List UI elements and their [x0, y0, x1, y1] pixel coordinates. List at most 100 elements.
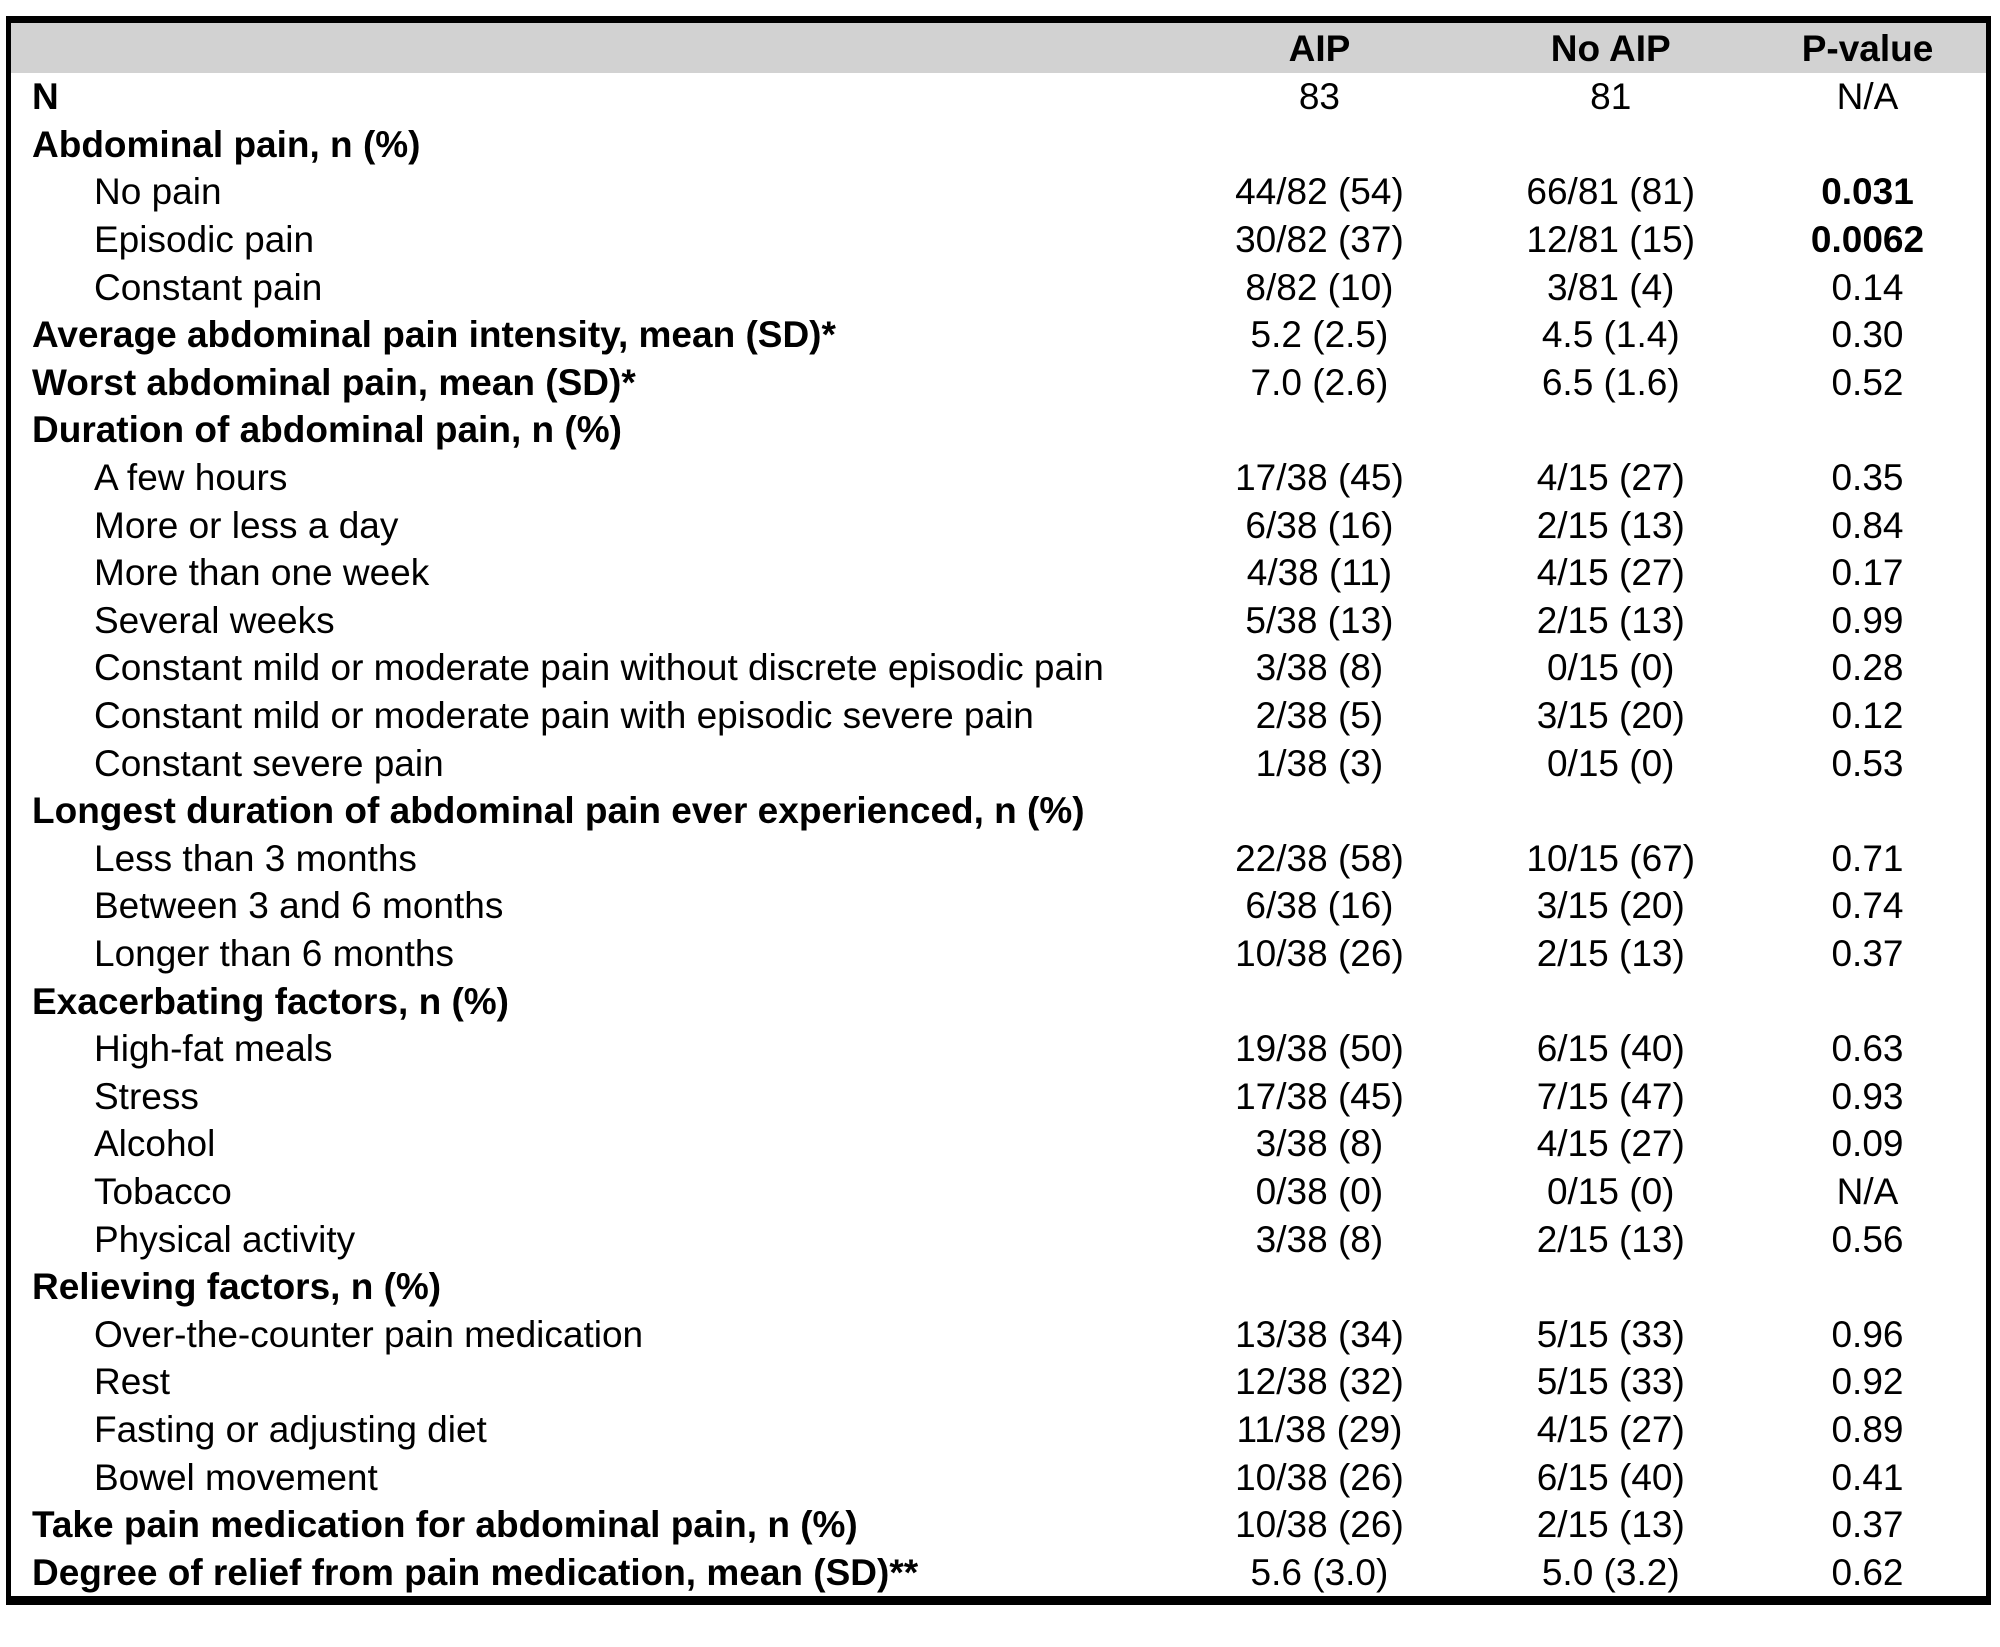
row-label-cell: Episodic pain [94, 219, 315, 261]
p-value-cell: 0.52 [1831, 361, 1904, 403]
aip-value-cell: 2/38 (5) [1255, 695, 1384, 737]
p-value-cell: 0.96 [1831, 1313, 1904, 1355]
row-label-cell: Constant mild or moderate pain with epis… [94, 695, 1034, 737]
aip-value-cell: 5.2 (2.5) [1250, 314, 1389, 356]
no-aip-value-cell: 81 [1590, 76, 1632, 118]
table-row: Longer than 6 months 10/38 (26) 2/15 (13) 0… [11, 930, 1986, 978]
no-aip-value-cell: 4/15 (27) [1536, 457, 1685, 499]
p-value-cell: 0.41 [1831, 1456, 1904, 1498]
aip-value-cell: 19/38 (50) [1235, 1028, 1404, 1070]
no-aip-value-cell: 5.0 (3.2) [1541, 1551, 1680, 1593]
table-row: More than one week 4/38 (11) 4/15 (27) 0.17 [11, 549, 1986, 597]
no-aip-value-cell: 6.5 (1.6) [1541, 361, 1680, 403]
table-row: Longest duration of abdominal pain ever … [11, 787, 1986, 835]
no-aip-value-cell: 0/15 (0) [1546, 647, 1675, 689]
table-row: High-fat meals 19/38 (50) 6/15 (40) 0.63 [11, 1025, 1986, 1073]
table-row: Bowel movement 10/38 (26) 6/15 (40) 0.41 [11, 1453, 1986, 1501]
aip-value-cell: 12/38 (32) [1235, 1361, 1404, 1403]
aip-value-cell: 17/38 (45) [1235, 457, 1404, 499]
row-label-cell: Longest duration of abdominal pain ever … [32, 790, 1085, 832]
row-label-cell: Duration of abdominal pain, n (%) [32, 409, 622, 451]
table-row: Constant mild or moderate pain without d… [11, 644, 1986, 692]
p-value-cell: 0.09 [1831, 1123, 1904, 1165]
row-label-cell: Over-the-counter pain medication [94, 1313, 644, 1355]
no-aip-value-cell: 3/81 (4) [1546, 266, 1675, 308]
no-aip-value-cell: 0/15 (0) [1546, 742, 1675, 784]
p-value-cell: 0.0062 [1810, 219, 1925, 261]
column-header-no-aip: No AIP [1472, 23, 1749, 73]
row-label-cell: Relieving factors, n (%) [32, 1266, 442, 1308]
aip-value-cell [1166, 121, 1472, 169]
aip-value-cell [1166, 406, 1472, 454]
no-aip-value-cell: 6/15 (40) [1536, 1456, 1685, 1498]
row-label-cell: A few hours [94, 457, 288, 499]
table-row: Alcohol 3/38 (8) 4/15 (27) 0.09 [11, 1120, 1986, 1168]
row-label-cell: Constant pain [94, 266, 323, 308]
table-row: Several weeks 5/38 (13) 2/15 (13) 0.99 [11, 597, 1986, 645]
column-header-p-value: P-value [1749, 23, 1986, 73]
table-body: N 83 81 N/A Abdominal pain, n (%) No pain 44/8… [11, 73, 1986, 1596]
table-row: Physical activity 3/38 (8) 2/15 (13) 0.56 [11, 1215, 1986, 1263]
p-value-cell: 0.93 [1831, 1075, 1904, 1117]
row-label-cell: Constant severe pain [94, 742, 444, 784]
no-aip-value-cell: 2/15 (13) [1536, 504, 1685, 546]
p-value-cell: 0.99 [1831, 599, 1904, 641]
table-row: No pain 44/82 (54) 66/81 (81) 0.031 [11, 168, 1986, 216]
header-row: AIP No AIP P-value [11, 23, 1986, 73]
row-label-cell: Average abdominal pain intensity, mean (… [32, 314, 836, 356]
aip-value-cell: 0/38 (0) [1255, 1170, 1384, 1212]
no-aip-value-cell: 4/15 (27) [1536, 552, 1685, 594]
table-row: A few hours 17/38 (45) 4/15 (27) 0.35 [11, 454, 1986, 502]
table-row: Relieving factors, n (%) [11, 1263, 1986, 1311]
table-row: Tobacco 0/38 (0) 0/15 (0) N/A [11, 1168, 1986, 1216]
table-row: N 83 81 N/A [11, 73, 1986, 121]
aip-value-cell [1166, 1263, 1472, 1311]
table-row: Between 3 and 6 months 6/38 (16) 3/15 (20)… [11, 882, 1986, 930]
row-label-cell: Stress [94, 1075, 199, 1117]
no-aip-value-cell: 2/15 (13) [1536, 1218, 1685, 1260]
no-aip-value-cell: 4/15 (27) [1536, 1408, 1685, 1450]
row-label-cell: N [32, 76, 59, 118]
table-frame: AIP No AIP P-value N 83 81 N/A Abdominal pai… [6, 16, 1991, 1605]
p-value-cell: 0.62 [1831, 1551, 1904, 1593]
aip-value-cell: 7.0 (2.6) [1250, 361, 1389, 403]
p-value-cell: 0.30 [1831, 314, 1904, 356]
p-value-cell: 0.14 [1831, 266, 1904, 308]
aip-value-cell: 3/38 (8) [1255, 1123, 1384, 1165]
aip-value-cell: 17/38 (45) [1235, 1075, 1404, 1117]
p-value-cell: 0.53 [1831, 742, 1904, 784]
aip-value-cell [1166, 977, 1472, 1025]
aip-value-cell: 6/38 (16) [1245, 885, 1394, 927]
table-header: AIP No AIP P-value [11, 23, 1986, 73]
no-aip-value-cell: 12/81 (15) [1526, 219, 1696, 261]
aip-value-cell: 22/38 (58) [1235, 837, 1404, 879]
table-row: Rest 12/38 (32) 5/15 (33) 0.92 [11, 1358, 1986, 1406]
table-row: More or less a day 6/38 (16) 2/15 (13) 0.84 [11, 501, 1986, 549]
no-aip-value-cell [1473, 1263, 1750, 1311]
p-value-cell: 0.28 [1831, 647, 1904, 689]
row-label-cell: Take pain medication for abdominal pain,… [32, 1504, 858, 1546]
p-value-cell: 0.89 [1831, 1408, 1904, 1450]
row-label-cell: Less than 3 months [94, 837, 417, 879]
aip-value-cell: 4/38 (11) [1246, 552, 1393, 594]
aip-value-cell: 3/38 (8) [1255, 1218, 1384, 1260]
table-row: Worst abdominal pain, mean (SD)* 7.0 (2.6… [11, 359, 1986, 407]
no-aip-value-cell: 2/15 (13) [1536, 1504, 1685, 1546]
row-label-cell: Degree of relief from pain medication, m… [32, 1551, 919, 1593]
table-row: Constant severe pain 1/38 (3) 0/15 (0) 0.53 [11, 739, 1986, 787]
aip-value-cell: 13/38 (34) [1235, 1313, 1404, 1355]
aip-value-cell [1166, 787, 1472, 835]
p-value-cell [1749, 121, 1986, 169]
p-value-cell [1749, 406, 1986, 454]
row-label-cell: No pain [94, 171, 222, 213]
aip-value-cell: 10/38 (26) [1235, 932, 1404, 974]
p-value-cell: 0.92 [1831, 1361, 1904, 1403]
p-value-cell [1749, 787, 1986, 835]
abdominal-pain-table: AIP No AIP P-value N 83 81 N/A Abdominal pai… [11, 23, 1986, 1596]
table-row: Duration of abdominal pain, n (%) [11, 406, 1986, 454]
p-value-cell: 0.37 [1831, 932, 1904, 974]
row-label-cell: Abdominal pain, n (%) [32, 123, 421, 165]
row-label-cell: More than one week [94, 552, 430, 594]
aip-value-cell: 44/82 (54) [1235, 171, 1404, 213]
no-aip-value-cell [1473, 406, 1750, 454]
